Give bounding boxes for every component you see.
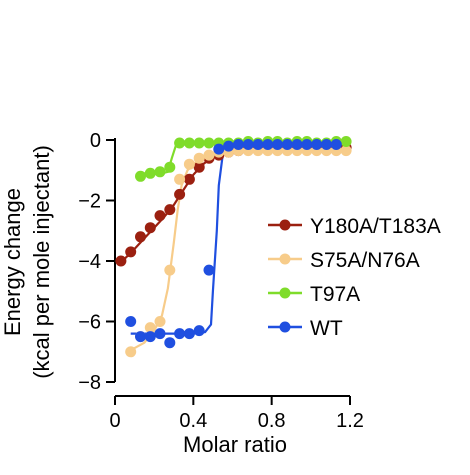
x-tick-label: 1.2 bbox=[336, 410, 364, 432]
data-point bbox=[321, 139, 332, 150]
data-point bbox=[135, 331, 146, 343]
data-point bbox=[242, 139, 254, 150]
data-point bbox=[183, 173, 195, 185]
data-point bbox=[203, 264, 215, 276]
data-point bbox=[125, 316, 137, 327]
data-point bbox=[135, 231, 146, 243]
data-point bbox=[183, 158, 195, 170]
y-tick-label: −6 bbox=[78, 312, 101, 334]
legend-label: S75A/N76A bbox=[310, 249, 420, 272]
y-tick-label: −2 bbox=[78, 191, 101, 213]
data-point bbox=[125, 246, 137, 258]
fit-line bbox=[120, 147, 347, 264]
data-point bbox=[135, 170, 146, 182]
data-point bbox=[174, 328, 186, 340]
data-point bbox=[262, 139, 274, 150]
data-point bbox=[164, 204, 176, 216]
data-point bbox=[144, 322, 156, 334]
data-point bbox=[154, 210, 166, 222]
y-tick-label: −4 bbox=[78, 251, 101, 273]
data-point bbox=[125, 346, 137, 358]
data-point bbox=[213, 143, 225, 155]
data-point bbox=[223, 140, 235, 152]
data-point bbox=[193, 161, 205, 173]
data-point bbox=[154, 328, 166, 340]
data-point bbox=[330, 139, 342, 150]
data-point bbox=[154, 166, 166, 178]
data-point bbox=[174, 137, 186, 149]
data-point bbox=[291, 139, 303, 150]
legend-marker bbox=[279, 219, 291, 231]
data-point bbox=[174, 173, 186, 185]
data-point bbox=[203, 149, 215, 161]
data-point bbox=[232, 139, 244, 150]
data-point bbox=[193, 325, 205, 337]
data-point bbox=[183, 328, 195, 340]
data-point bbox=[311, 139, 323, 150]
x-tick-label: 0 bbox=[109, 410, 120, 432]
data-point bbox=[340, 136, 352, 147]
x-axis-label: Molar ratio bbox=[183, 432, 287, 457]
legend-marker bbox=[279, 321, 291, 333]
y-axis-label-line2: (kcal per mole injectant) bbox=[29, 145, 54, 379]
data-point bbox=[144, 222, 156, 234]
data-point bbox=[252, 139, 264, 150]
data-point bbox=[164, 337, 176, 349]
data-point bbox=[340, 145, 352, 157]
data-point bbox=[203, 137, 215, 149]
data-point bbox=[301, 139, 313, 150]
data-point bbox=[193, 152, 205, 164]
legend-marker bbox=[279, 287, 291, 299]
y-tick-label: −8 bbox=[78, 372, 101, 394]
legend-label: Y180A/T183A bbox=[310, 215, 441, 238]
legend-label: WT bbox=[310, 317, 343, 340]
data-point bbox=[164, 264, 176, 276]
data-point bbox=[144, 167, 156, 179]
data-point bbox=[193, 137, 205, 149]
data-point bbox=[174, 188, 186, 200]
x-tick-label: 0.4 bbox=[179, 410, 207, 432]
data-point bbox=[144, 331, 156, 343]
legend: Y180A/T183A S75A/N76A T97A WT bbox=[268, 215, 441, 340]
data-point bbox=[154, 316, 166, 327]
axes: 0 −2 −4 −6 −8 0 0.4 0.8 1.2 bbox=[78, 130, 364, 432]
y-axis-label-line1: Energy change bbox=[0, 188, 25, 336]
legend-label: T97A bbox=[310, 283, 360, 306]
data-points bbox=[115, 136, 352, 358]
data-point bbox=[164, 161, 176, 173]
legend-marker bbox=[279, 253, 291, 265]
data-point bbox=[115, 255, 127, 267]
data-point bbox=[183, 137, 195, 149]
y-tick-label: 0 bbox=[90, 130, 101, 152]
data-point bbox=[272, 139, 283, 150]
data-point bbox=[281, 139, 293, 150]
x-tick-label: 0.8 bbox=[258, 410, 286, 432]
